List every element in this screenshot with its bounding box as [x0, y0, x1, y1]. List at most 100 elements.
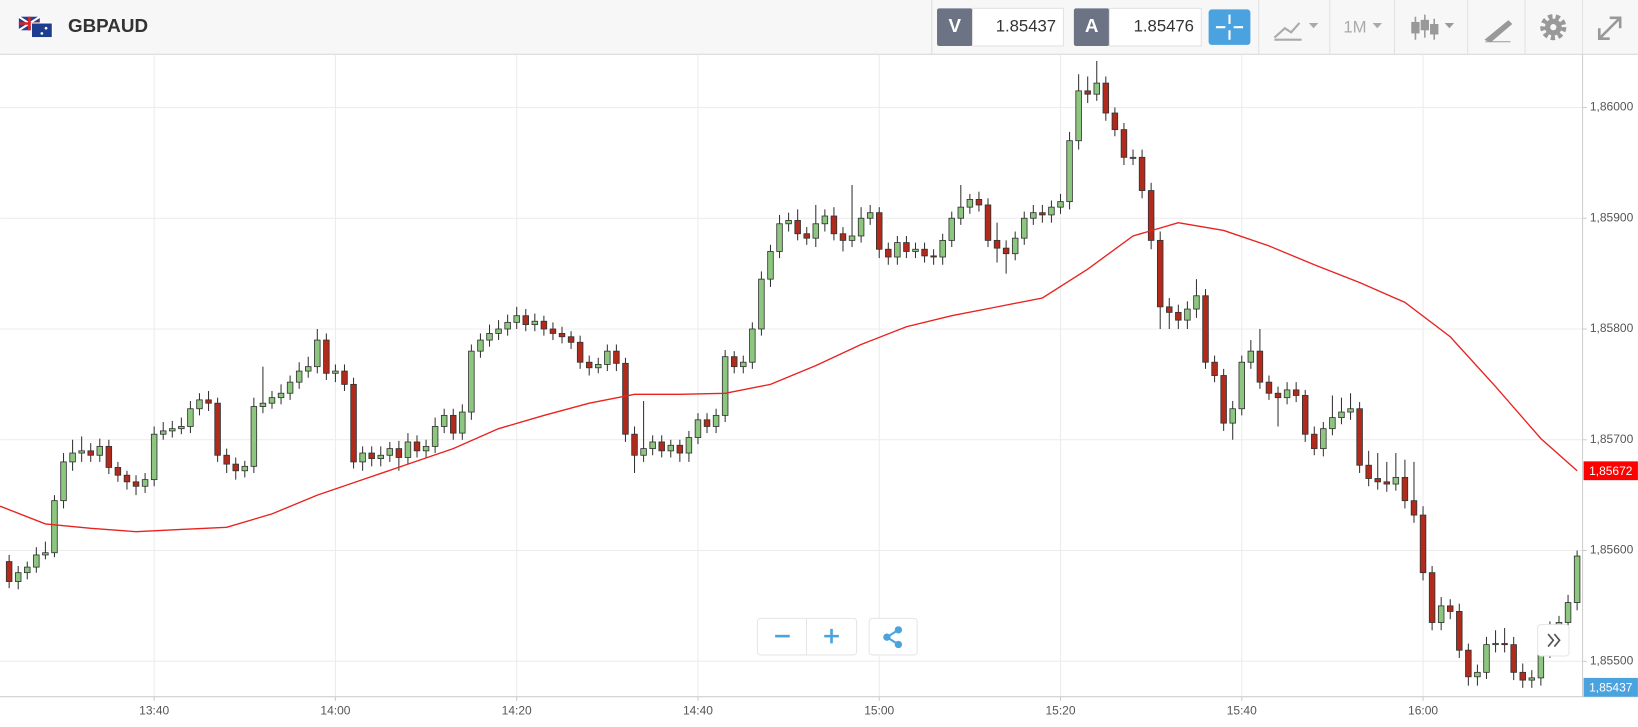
candle-body — [1483, 644, 1490, 673]
bid-button[interactable] — [937, 8, 973, 46]
draw-icon[interactable] — [1484, 20, 1513, 43]
candle-body — [132, 481, 140, 487]
expand-icon[interactable] — [1597, 16, 1622, 40]
candle-body — [395, 448, 403, 458]
candle-body — [1075, 90, 1082, 142]
candle-body — [150, 433, 158, 481]
candle-body — [1256, 350, 1264, 383]
gear-hole — [1550, 24, 1557, 31]
candle-body — [314, 339, 321, 368]
candle-body — [694, 419, 702, 438]
candle-body — [640, 448, 647, 456]
candle-body — [277, 392, 285, 399]
candle-body — [513, 315, 520, 323]
x-tick-label: 15:00 — [864, 704, 894, 718]
candle-body — [1573, 555, 1581, 603]
timeframe[interactable]: 1M — [1343, 18, 1366, 37]
candle-body — [758, 278, 765, 330]
candle-body — [540, 320, 548, 330]
candle-body — [1564, 602, 1572, 623]
ma-marker-box — [1583, 461, 1638, 481]
candle-body — [1311, 433, 1318, 450]
candle-body — [51, 500, 58, 554]
candle-body — [622, 362, 629, 435]
candle-body — [984, 204, 992, 241]
candle-type-button[interactable] — [1411, 14, 1455, 40]
y-tick-label: 1,85700 — [1590, 432, 1634, 446]
settings-button[interactable] — [1540, 14, 1567, 41]
x-tick-label: 13:40 — [139, 704, 169, 718]
candle-body — [1111, 112, 1119, 131]
candle-body — [830, 215, 838, 235]
candle-body — [1093, 82, 1100, 95]
candle-body — [1238, 361, 1246, 410]
candle-body — [241, 465, 249, 472]
candle-body — [676, 444, 684, 454]
chart-type-icon — [1273, 22, 1302, 41]
candle-body — [1492, 643, 1499, 646]
candle-body — [1301, 395, 1309, 435]
candle-body — [1347, 408, 1354, 413]
candle-body — [1320, 428, 1327, 450]
candle-body — [305, 366, 312, 372]
x-tick-label: 14:20 — [502, 704, 532, 718]
candle-body — [658, 441, 665, 452]
candle-body — [60, 461, 67, 502]
x-tick-label: 14:40 — [683, 704, 713, 718]
share-button[interactable] — [883, 626, 903, 649]
candle-body — [268, 397, 276, 404]
candle-body — [1039, 212, 1046, 216]
candle-body — [966, 198, 974, 208]
scroll-right-button[interactable] — [1537, 624, 1570, 657]
dropdown-caret — [1308, 22, 1319, 29]
flag-au-star — [44, 26, 48, 30]
candle-body — [939, 239, 946, 258]
candle-body — [468, 350, 475, 413]
candle-body — [368, 452, 375, 459]
candle-body — [341, 370, 348, 385]
candle-body — [866, 212, 874, 219]
candle-body — [903, 242, 910, 252]
candle-body — [178, 426, 185, 430]
candle-body — [431, 426, 439, 447]
candle-body — [1283, 389, 1291, 399]
crosshair-button[interactable] — [1208, 9, 1251, 45]
candle-body — [1447, 605, 1454, 612]
crosshair-icon — [1215, 14, 1244, 40]
candle-body — [495, 328, 502, 334]
candle-body — [1401, 476, 1409, 502]
zoom-in-button[interactable] — [824, 628, 839, 644]
candle-body — [1374, 478, 1381, 483]
candle-body — [1356, 408, 1363, 466]
bid-price: 1.85437 — [996, 17, 1056, 36]
candle-body — [649, 441, 656, 450]
y-tick-label: 1,85500 — [1590, 653, 1634, 667]
candle-body — [567, 336, 575, 343]
ask-button[interactable] — [1073, 8, 1110, 46]
candle-icon-body — [1430, 24, 1439, 35]
candle-body — [604, 350, 611, 365]
candle-body — [531, 320, 539, 325]
plot-area: 1,85500 1,85600 1,85700 1,85800 1,85900 1,860… — [0, 54, 1638, 718]
candle-body — [1147, 190, 1155, 241]
candle-body — [1048, 206, 1055, 216]
candle-body — [703, 419, 711, 427]
candle-body — [1057, 201, 1064, 208]
candle-body — [413, 441, 421, 452]
candle-body — [477, 339, 484, 352]
candle-body — [1156, 239, 1164, 308]
toolbar — [0, 0, 1638, 55]
candle-body — [123, 474, 131, 483]
candle-body — [69, 452, 76, 463]
chart-type-button[interactable] — [1273, 22, 1319, 41]
candle-body — [187, 408, 194, 427]
candle-body — [1184, 308, 1191, 321]
candle-body — [721, 356, 729, 416]
y-tick-label: 1,85900 — [1590, 210, 1634, 224]
candle-body — [486, 333, 493, 341]
candle-body — [876, 212, 883, 250]
candle-body — [1519, 671, 1526, 681]
candle-body — [1066, 140, 1073, 203]
candle-body — [1229, 408, 1236, 424]
candle-body — [857, 217, 865, 237]
